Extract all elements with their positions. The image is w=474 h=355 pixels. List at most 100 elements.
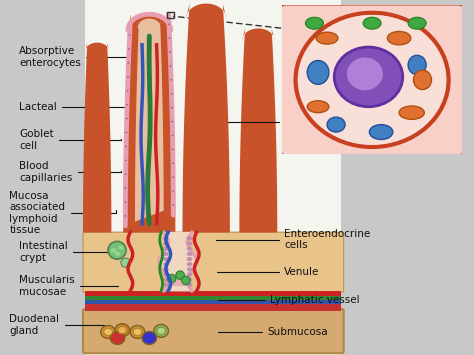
Ellipse shape [108, 241, 126, 259]
Polygon shape [239, 28, 277, 233]
Ellipse shape [408, 17, 426, 29]
Circle shape [127, 76, 129, 78]
Polygon shape [135, 18, 164, 222]
Circle shape [172, 176, 174, 178]
Ellipse shape [399, 106, 424, 119]
Circle shape [115, 252, 120, 256]
Ellipse shape [307, 60, 329, 84]
Circle shape [187, 236, 192, 240]
Circle shape [125, 159, 127, 161]
Ellipse shape [121, 258, 130, 267]
Circle shape [172, 163, 174, 164]
Text: Goblet
cell: Goblet cell [19, 130, 121, 151]
Bar [85, 291, 341, 296]
Circle shape [170, 79, 172, 81]
Text: Absorptive
enterocytes: Absorptive enterocytes [19, 46, 130, 67]
Text: Villus: Villus [223, 92, 312, 127]
FancyBboxPatch shape [83, 232, 344, 293]
Polygon shape [83, 43, 111, 233]
Ellipse shape [413, 70, 431, 89]
Bar [85, 300, 341, 304]
Ellipse shape [307, 101, 329, 113]
Circle shape [128, 62, 129, 64]
Ellipse shape [142, 332, 156, 344]
Circle shape [172, 135, 173, 136]
Circle shape [187, 247, 192, 251]
Circle shape [124, 215, 127, 217]
Ellipse shape [363, 17, 381, 29]
Circle shape [163, 272, 169, 277]
Ellipse shape [182, 276, 190, 285]
FancyBboxPatch shape [280, 4, 464, 156]
Ellipse shape [154, 324, 168, 337]
Ellipse shape [104, 328, 112, 336]
Polygon shape [164, 275, 192, 285]
Circle shape [111, 248, 117, 252]
Ellipse shape [408, 55, 426, 75]
Ellipse shape [130, 326, 145, 338]
Circle shape [163, 252, 169, 256]
Circle shape [187, 252, 192, 256]
Circle shape [187, 262, 192, 266]
Ellipse shape [347, 58, 383, 90]
Circle shape [172, 204, 174, 206]
Circle shape [163, 262, 169, 266]
Circle shape [118, 246, 124, 250]
Text: Mucosa
associated
lymphoid
tissue: Mucosa associated lymphoid tissue [9, 191, 116, 235]
Circle shape [163, 257, 169, 261]
Ellipse shape [327, 117, 345, 132]
Ellipse shape [110, 332, 125, 344]
Circle shape [187, 257, 192, 261]
Circle shape [187, 283, 192, 287]
Circle shape [187, 278, 192, 282]
Bar [85, 304, 341, 311]
Circle shape [163, 241, 169, 246]
Ellipse shape [369, 125, 393, 140]
Bar [85, 296, 341, 300]
Bar [167, 12, 174, 18]
Circle shape [187, 267, 192, 272]
Circle shape [163, 247, 169, 251]
Polygon shape [123, 14, 175, 233]
Circle shape [170, 65, 172, 67]
Circle shape [163, 236, 169, 240]
Circle shape [172, 190, 174, 192]
Polygon shape [182, 4, 230, 233]
Circle shape [172, 149, 174, 150]
Circle shape [126, 118, 128, 119]
Circle shape [168, 23, 170, 25]
Circle shape [187, 272, 192, 277]
Ellipse shape [157, 327, 165, 334]
Circle shape [124, 201, 127, 203]
Text: Blood
capillaries: Blood capillaries [19, 162, 121, 183]
FancyBboxPatch shape [85, 0, 341, 355]
Circle shape [125, 174, 127, 175]
Ellipse shape [115, 324, 129, 337]
Ellipse shape [298, 15, 446, 145]
Circle shape [127, 90, 128, 92]
Circle shape [128, 48, 130, 50]
Ellipse shape [101, 326, 115, 338]
Ellipse shape [305, 17, 323, 29]
Ellipse shape [316, 32, 338, 44]
Ellipse shape [167, 274, 176, 283]
Ellipse shape [387, 32, 411, 45]
Ellipse shape [176, 271, 184, 279]
Circle shape [171, 93, 173, 94]
Circle shape [187, 241, 192, 246]
Circle shape [169, 51, 171, 53]
Ellipse shape [334, 47, 403, 107]
Circle shape [125, 132, 128, 133]
Circle shape [128, 34, 131, 36]
Text: Submucosa: Submucosa [219, 327, 328, 337]
FancyBboxPatch shape [83, 309, 344, 353]
Ellipse shape [133, 328, 142, 336]
Circle shape [125, 146, 127, 147]
Circle shape [163, 278, 169, 282]
Circle shape [171, 107, 173, 109]
Ellipse shape [118, 327, 127, 334]
Text: Muscularis
mucosae: Muscularis mucosae [19, 275, 118, 296]
Circle shape [163, 283, 169, 287]
Text: Duodenal
gland: Duodenal gland [9, 314, 104, 335]
Circle shape [126, 104, 128, 105]
